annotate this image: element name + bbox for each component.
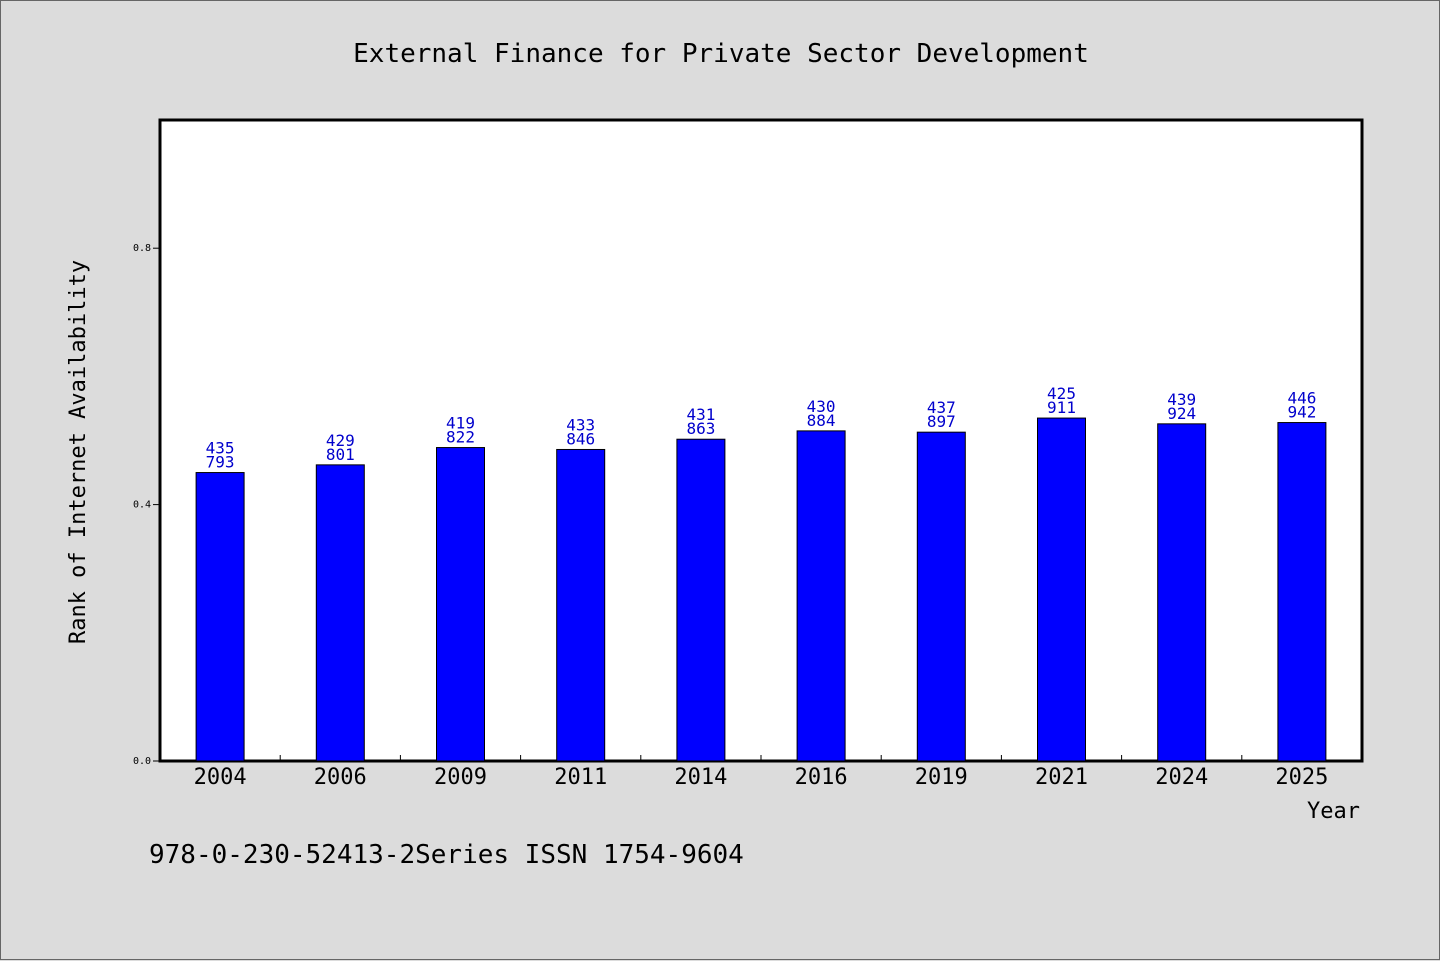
y-tick-label: 0.8: [133, 243, 151, 254]
bar-label-top-2006: 429: [326, 431, 355, 450]
bar-label-bottom-2004: 793: [206, 453, 235, 472]
bar-label-top-2004: 435: [206, 439, 235, 458]
bar-2014: [676, 438, 726, 762]
y-axis-label: Rank of Internet Availability: [66, 260, 91, 644]
bar-2021: [1037, 417, 1086, 762]
x-tick-label-2006: 2006: [314, 765, 367, 790]
bar-label-top-2025: 446: [1287, 389, 1316, 408]
bar-label-top-2011: 433: [566, 415, 595, 434]
bar-label-top-2019: 437: [927, 398, 956, 417]
bar-label-top-2021: 425: [1047, 384, 1076, 403]
y-tick-label: 0.4: [133, 500, 151, 511]
bar-2004: [195, 472, 245, 762]
bar-label-bottom-2019: 897: [927, 412, 956, 431]
x-axis-label: Year: [1307, 799, 1360, 824]
chart-title: External Finance for Private Sector Deve…: [353, 39, 1089, 69]
x-tick-label-2011: 2011: [554, 765, 607, 790]
bar-label-top-2014: 431: [686, 405, 715, 424]
x-tick-label-2004: 2004: [194, 765, 247, 790]
bar-label-bottom-2024: 924: [1167, 404, 1196, 423]
bar-label-bottom-2016: 884: [807, 411, 836, 430]
y-tick-label: 0.0: [133, 756, 151, 767]
bar-label-top-2024: 439: [1167, 390, 1196, 409]
bar-2011: [556, 448, 606, 762]
bar-label-bottom-2014: 863: [686, 419, 715, 438]
bar-label-bottom-2011: 846: [566, 429, 595, 448]
x-tick-label-2021: 2021: [1035, 765, 1088, 790]
bar-label-top-2016: 430: [807, 397, 836, 416]
x-tick-label-2009: 2009: [434, 765, 487, 790]
x-tick-label-2025: 2025: [1275, 765, 1328, 790]
x-tick-label-2014: 2014: [674, 765, 727, 790]
bar-label-bottom-2009: 822: [446, 428, 475, 447]
x-axis: 2004 2006 2009 2011 2014 2016 2019 2021 2024 2025: [194, 755, 1328, 790]
bar-2025: [1277, 422, 1327, 762]
y-axis: 0.0 0.4 0.8: [133, 243, 160, 767]
footer-text: 978-0-230-52413-2Series ISSN 1754-9604: [149, 840, 744, 870]
bar-label-bottom-2021: 911: [1047, 398, 1076, 417]
bar-2019: [916, 431, 966, 762]
bar-2009: [436, 447, 485, 762]
bar-label-top-2009: 419: [446, 414, 475, 433]
bar-2006: [315, 464, 365, 762]
x-tick-label-2019: 2019: [915, 765, 968, 790]
x-tick-label-2024: 2024: [1155, 765, 1208, 790]
bar-label-bottom-2006: 801: [326, 445, 355, 464]
bar-2024: [1157, 423, 1207, 762]
x-tick-label-2016: 2016: [795, 765, 848, 790]
bar-2016: [796, 430, 846, 762]
bar-label-bottom-2025: 942: [1287, 403, 1316, 422]
